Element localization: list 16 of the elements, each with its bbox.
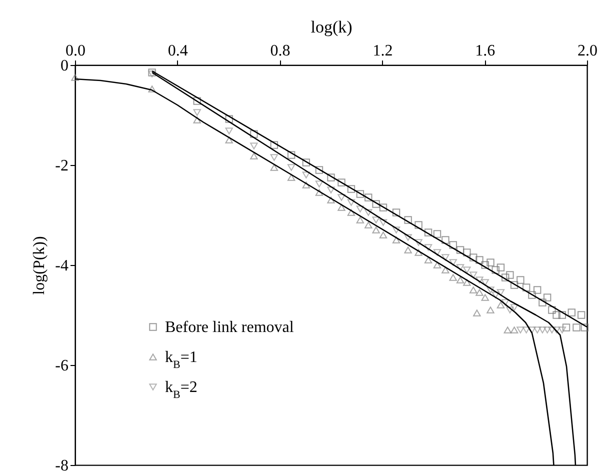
y-tick-label: -8 [55,458,68,471]
y-tick-label: -2 [55,158,68,174]
y-tick-label: -4 [55,258,68,274]
x-tick-label: 0.0 [66,42,86,60]
x-tick-label: 0.4 [168,42,188,60]
y-tick-label: 0 [60,58,68,74]
x-tick-label: 1.2 [372,42,393,60]
x-tick-label: 0.8 [270,42,290,60]
legend-label: Before link removal [165,319,294,336]
legend-label: k$_{B}$=2 [165,379,198,401]
y-tick-label: -6 [55,358,68,374]
x-axis-title: log(k) [310,18,352,36]
x-tick-label: 1.6 [475,42,496,60]
legend-label: k$_{B}$=1 [165,349,198,371]
x-tick-label: 2.0 [578,42,598,60]
y-axis-title: log(P(k)) [31,236,48,295]
